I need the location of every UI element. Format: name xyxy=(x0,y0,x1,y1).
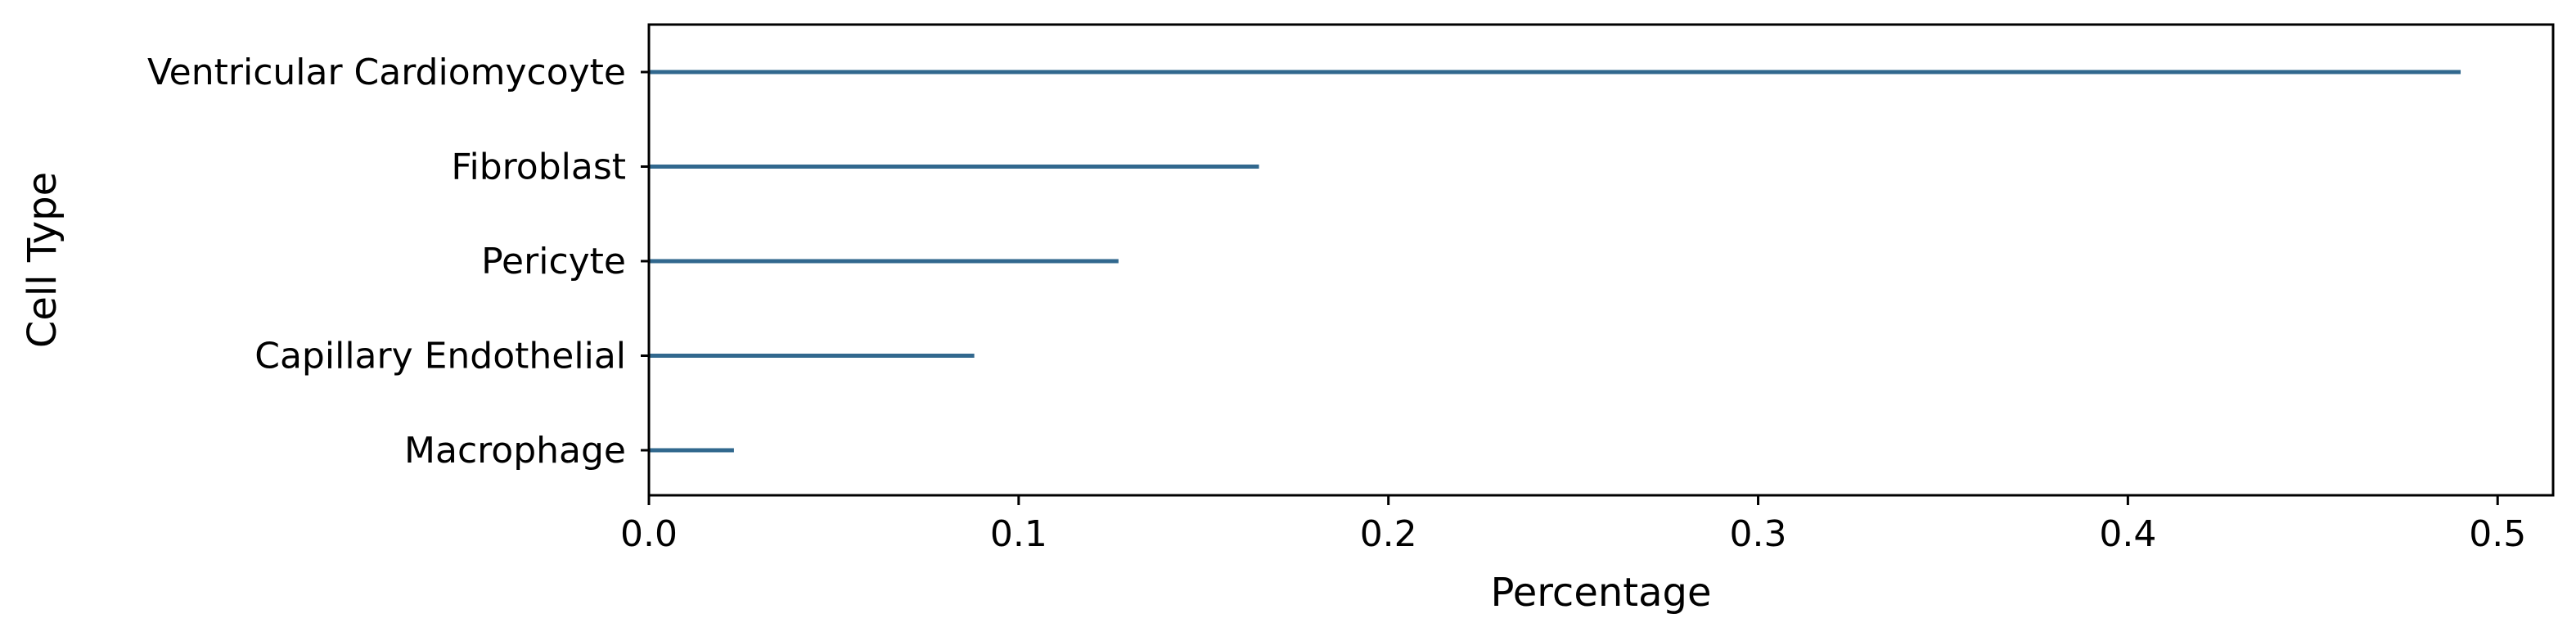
bar-capillary-endothelial xyxy=(649,354,975,358)
x-tick-label: 0.4 xyxy=(2099,513,2156,555)
bar-pericyte xyxy=(649,259,1119,264)
x-ticks-group: 0.0 0.1 0.2 0.3 0.4 0.5 xyxy=(620,495,2526,555)
y-ticks-group: Ventricular Cardiomycoyte Fibroblast Peric… xyxy=(147,52,649,472)
y-tick-label: Pericyte xyxy=(481,241,626,282)
y-tick-label: Ventricular Cardiomycoyte xyxy=(147,52,626,93)
bar-macrophage xyxy=(649,448,734,453)
x-tick-label: 0.3 xyxy=(1730,513,1787,555)
x-tick-label: 0.1 xyxy=(990,513,1047,555)
y-tick-label: Fibroblast xyxy=(451,147,626,188)
x-tick-label: 0.0 xyxy=(620,513,678,555)
y-tick-label: Capillary Endothelial xyxy=(254,336,626,377)
y-axis-label: Cell Type xyxy=(20,172,65,348)
bar-fibroblast xyxy=(649,165,1259,169)
bars-group xyxy=(649,70,2461,453)
x-axis-label: Percentage xyxy=(1490,570,1711,616)
x-tick-label: 0.5 xyxy=(2469,513,2526,555)
bar-ventricular-cardiomycoyte xyxy=(649,70,2461,74)
x-tick-label: 0.2 xyxy=(1360,513,1417,555)
y-tick-label: Macrophage xyxy=(404,430,626,472)
